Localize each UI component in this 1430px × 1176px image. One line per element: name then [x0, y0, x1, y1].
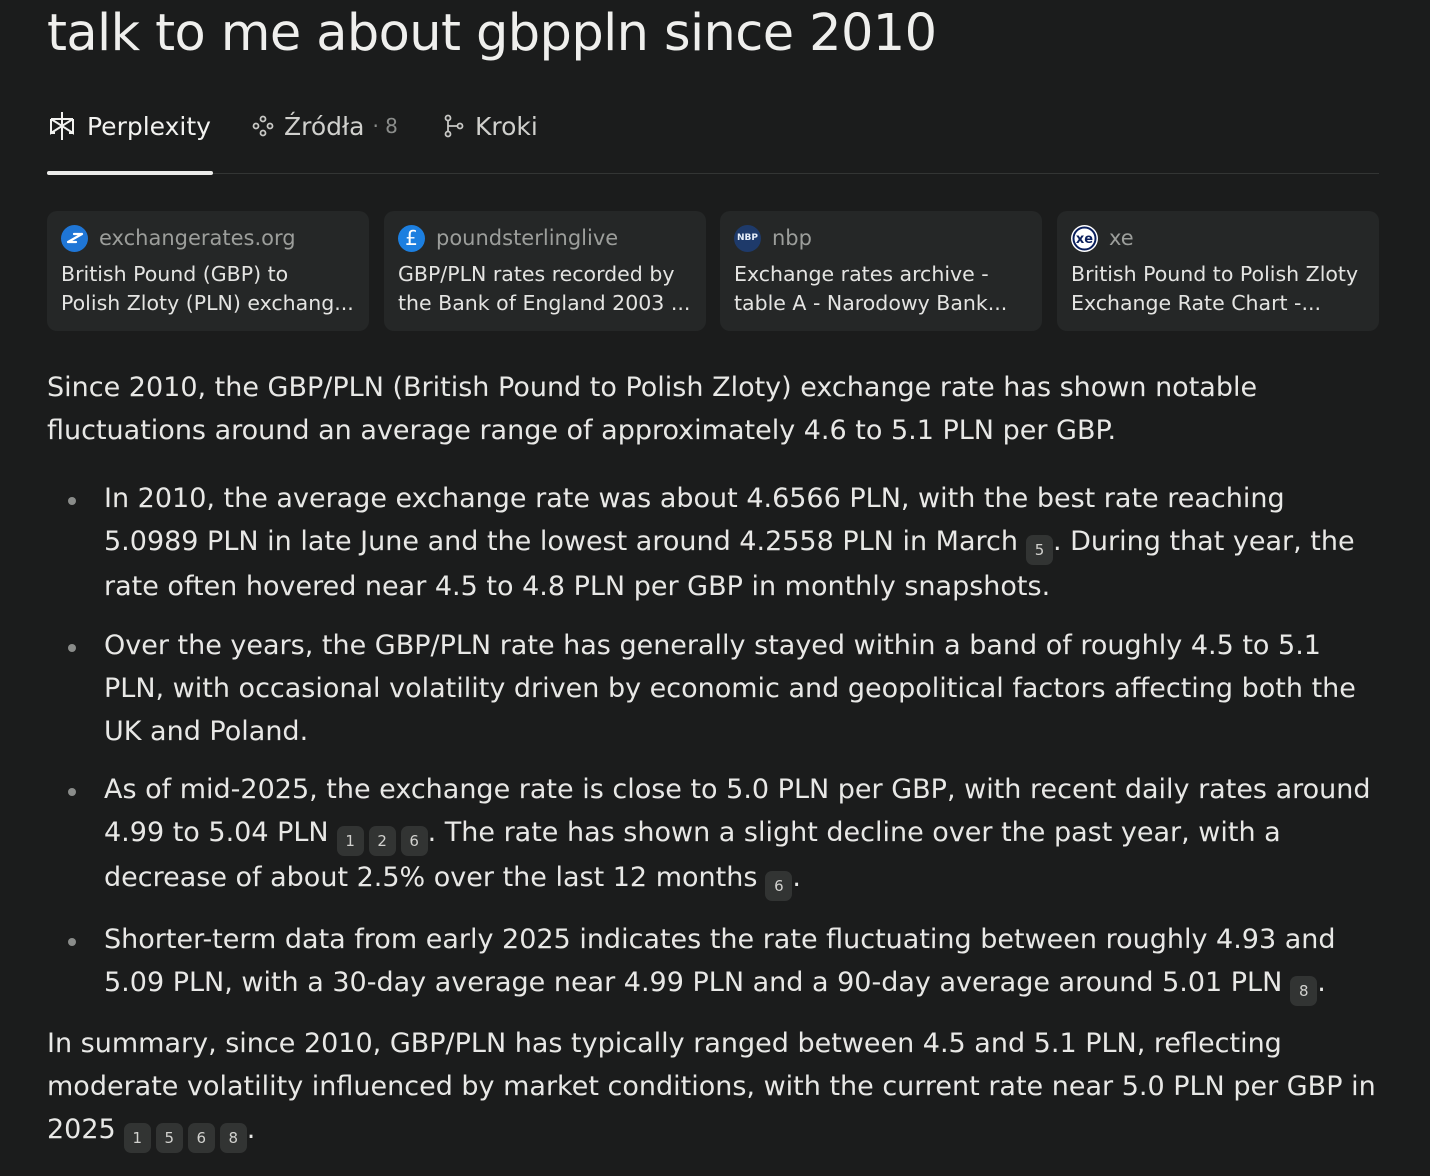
- source-site: xe: [1109, 226, 1134, 250]
- source-title-line: the Bank of England 2003 ...: [398, 291, 691, 315]
- citation-badge[interactable]: 8: [219, 1123, 247, 1153]
- citation-badge[interactable]: 1: [336, 826, 364, 856]
- bullet-text: Over the years, the GBP/PLN rate has gen…: [104, 630, 1356, 747]
- source-title-line: Polish Zloty (PLN) exchang...: [61, 291, 354, 315]
- source-card-exchangerates[interactable]: exchangerates.org British Pound (GBP) to…: [47, 211, 369, 331]
- exchangerates-favicon-icon: [61, 224, 88, 252]
- active-tab-indicator: [47, 171, 213, 175]
- tab-perplexity-label: Perplexity: [87, 111, 211, 141]
- tab-steps[interactable]: Kroki: [443, 108, 538, 144]
- summary-text: .: [246, 1114, 256, 1145]
- tab-steps-label: Kroki: [475, 111, 538, 141]
- source-card-poundsterlinglive[interactable]: £ poundsterlinglive GBP/PLN rates record…: [384, 211, 706, 331]
- citation-group: 8: [1290, 961, 1318, 1006]
- bullet-text: . During that year, the rate often hover…: [104, 526, 1355, 602]
- answer-bullets: In 2010, the average exchange rate was a…: [47, 477, 1387, 1022]
- bullet-item: Shorter-term data from early 2025 indica…: [47, 918, 1387, 1022]
- citation-badge[interactable]: 6: [187, 1123, 215, 1153]
- source-site: nbp: [772, 226, 812, 250]
- citation-group: 6: [765, 856, 793, 901]
- tab-perplexity[interactable]: Perplexity: [47, 108, 211, 144]
- source-site: exchangerates.org: [99, 226, 296, 250]
- xe-favicon-icon: xe: [1071, 224, 1098, 252]
- bullet-item: Over the years, the GBP/PLN rate has gen…: [47, 624, 1387, 768]
- svg-text:xe: xe: [1076, 232, 1093, 247]
- source-card-xe[interactable]: xe xe British Pound to Polish Zloty Exch…: [1057, 211, 1379, 331]
- source-title-line: Exchange rates archive -: [734, 262, 989, 286]
- citation-badge[interactable]: 6: [765, 871, 793, 901]
- citation-badge[interactable]: 6: [400, 826, 428, 856]
- bullet-text: .: [792, 862, 801, 893]
- source-site: poundsterlinglive: [436, 226, 619, 250]
- sources-dots-icon: [252, 115, 274, 137]
- pound-favicon-icon: £: [398, 224, 425, 252]
- sources-count: · 8: [372, 114, 398, 138]
- bullet-text: As of mid-2025, the exchange rate is clo…: [104, 774, 1371, 848]
- source-card-nbp[interactable]: NBP nbp Exchange rates archive - table A…: [720, 211, 1042, 331]
- citation-badge[interactable]: 2: [368, 826, 396, 856]
- tab-divider: [47, 173, 1379, 174]
- source-title-line: GBP/PLN rates recorded by: [398, 262, 675, 286]
- bullet-text: Shorter-term data from early 2025 indica…: [104, 924, 1336, 998]
- query-title: talk to me about gbppln since 2010: [47, 4, 937, 63]
- answer-intro: Since 2010, the GBP/PLN (British Pound t…: [47, 372, 1258, 446]
- tab-bar: Perplexity Źródła · 8 Kroki: [47, 108, 1379, 175]
- citation-badge[interactable]: 5: [155, 1123, 183, 1153]
- citation-group: 5: [1025, 520, 1053, 565]
- perplexity-logo-icon: [47, 110, 77, 142]
- summary-text: In summary, since 2010, GBP/PLN has typi…: [47, 1028, 1376, 1145]
- source-title-line: British Pound to Polish Zloty: [1071, 262, 1359, 286]
- bullet-item: In 2010, the average exchange rate was a…: [47, 477, 1387, 624]
- tab-sources[interactable]: Źródła · 8: [252, 108, 398, 144]
- bullet-text: . The rate has shown a slight decline ov…: [104, 817, 1281, 893]
- source-title-line: British Pound (GBP) to: [61, 262, 289, 286]
- citation-badge[interactable]: 1: [123, 1123, 151, 1153]
- bullet-text: In 2010, the average exchange rate was a…: [104, 483, 1285, 557]
- source-title-line: table A - Narodowy Bank...: [734, 291, 1008, 315]
- answer-summary: In summary, since 2010, GBP/PLN has typi…: [47, 1022, 1387, 1153]
- citation-badge[interactable]: 5: [1025, 535, 1053, 565]
- citation-badge[interactable]: 8: [1290, 976, 1318, 1006]
- bullet-item: As of mid-2025, the exchange rate is clo…: [47, 768, 1387, 918]
- steps-branch-icon: [443, 114, 465, 138]
- bullet-text: .: [1317, 967, 1326, 998]
- tab-sources-label: Źródła: [284, 111, 365, 141]
- nbp-favicon-icon: NBP: [734, 224, 761, 252]
- source-cards: exchangerates.org British Pound (GBP) to…: [47, 211, 1379, 331]
- answer-body: Since 2010, the GBP/PLN (British Pound t…: [47, 366, 1387, 1153]
- source-title-line: Exchange Rate Chart -...: [1071, 291, 1322, 315]
